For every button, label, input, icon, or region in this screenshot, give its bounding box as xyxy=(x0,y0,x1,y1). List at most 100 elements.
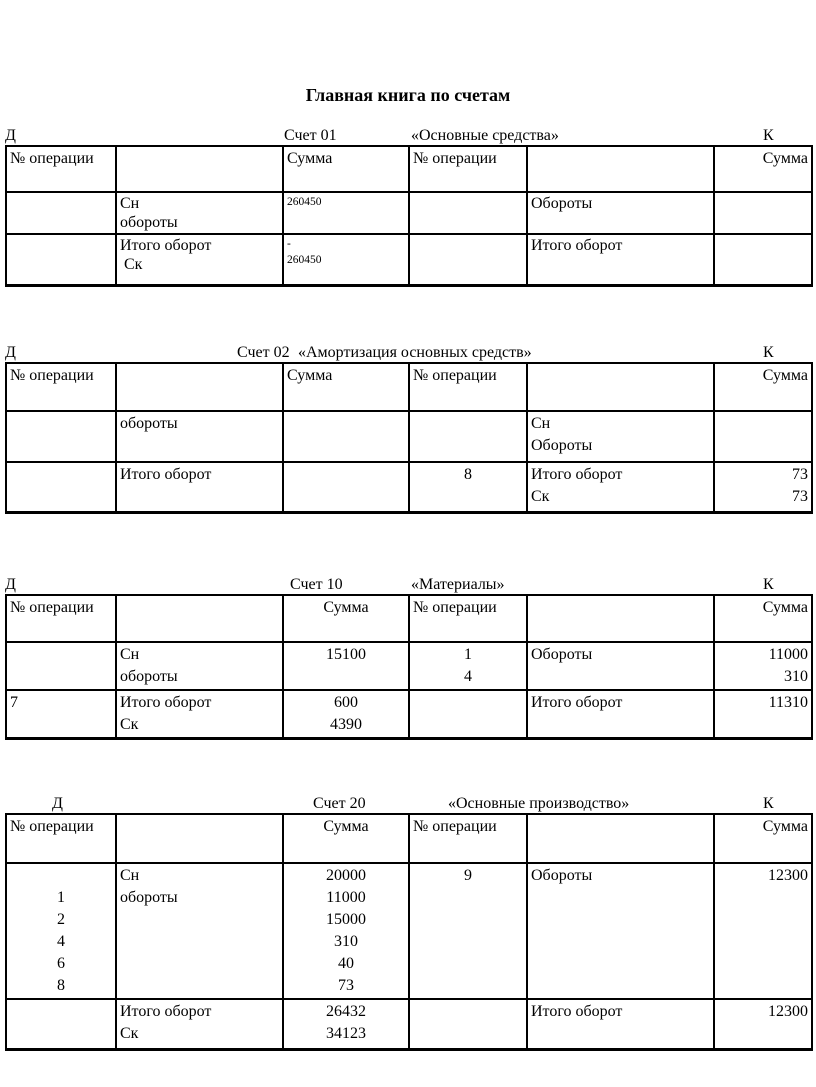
col-header: № операции xyxy=(5,594,117,643)
table-row: обороты Сн Обороты xyxy=(5,410,813,463)
table-row: Сн обороты 260450 Обороты xyxy=(5,191,813,235)
table-row: Итого оборот Ск 26432 34123 Итого оборот… xyxy=(5,998,813,1050)
debit-label: Д xyxy=(5,344,16,361)
credit-label: К xyxy=(763,795,774,812)
col-header xyxy=(526,145,715,193)
ledger-table-02: № операции Сумма № операции Сумма оборот… xyxy=(5,362,813,514)
cell: обороты xyxy=(115,410,284,463)
col-header: Сумма xyxy=(713,145,813,193)
cell: 15100 xyxy=(282,641,410,691)
cell: Итого оборот xyxy=(526,689,715,740)
cell: Сн обороты xyxy=(115,862,284,1000)
cell: 8 xyxy=(408,461,528,513)
col-header: Сумма xyxy=(282,362,410,412)
account-number: Счет 20 xyxy=(313,795,366,812)
cell: Итого оборот xyxy=(526,998,715,1050)
cell xyxy=(5,410,117,463)
col-header xyxy=(115,362,284,412)
col-header xyxy=(115,145,284,193)
cell: 1 4 xyxy=(408,641,528,691)
account-number: Счет 02 xyxy=(237,344,290,361)
cell: 26432 34123 xyxy=(282,998,410,1050)
col-header xyxy=(115,813,284,864)
col-header: № операции xyxy=(5,145,117,193)
cell: 1 2 4 6 8 xyxy=(5,862,117,1000)
table-row: Итого оборот 8 Итого оборот Ск 73 73 xyxy=(5,461,813,513)
table-header-row: № операции Сумма № операции Сумма xyxy=(5,813,813,864)
cell xyxy=(408,233,528,286)
account-caption: Д Счет 10 «Материалы» К xyxy=(5,575,811,594)
col-header xyxy=(115,594,284,643)
cell: 11000 310 xyxy=(713,641,813,691)
cell xyxy=(282,461,410,513)
debit-label: Д xyxy=(52,795,63,812)
credit-label: К xyxy=(763,127,774,144)
cell xyxy=(5,461,117,513)
cell: Сн Обороты xyxy=(526,410,715,463)
cell xyxy=(408,998,528,1050)
col-header: № операции xyxy=(408,362,528,412)
col-header: Сумма xyxy=(282,594,410,643)
cell xyxy=(713,191,813,235)
cell: 260450 xyxy=(282,191,410,235)
col-header: Сумма xyxy=(282,145,410,193)
col-header xyxy=(526,813,715,864)
cell xyxy=(408,410,528,463)
credit-label: К xyxy=(763,576,774,593)
table-header-row: № операции Сумма № операции Сумма xyxy=(5,594,813,643)
cell xyxy=(5,191,117,235)
cell: 11310 xyxy=(713,689,813,740)
account-name: «Основные средства» xyxy=(411,127,559,144)
col-header: № операции xyxy=(408,594,528,643)
cell xyxy=(5,233,117,286)
cell: 12300 xyxy=(713,862,813,1000)
account-number: Счет 01 xyxy=(284,127,337,144)
cell: - 260450 xyxy=(282,233,410,286)
col-header: Сумма xyxy=(713,594,813,643)
account-name: «Амортизация основных средств» xyxy=(298,344,532,361)
cell: Обороты xyxy=(526,641,715,691)
cell: Итого оборот xyxy=(526,233,715,286)
account-caption: Д Счет 01 «Основные средства» К xyxy=(5,126,811,145)
debit-label: Д xyxy=(5,127,16,144)
ledger-table-20: № операции Сумма № операции Сумма 1 2 4 … xyxy=(5,813,813,1051)
cell: Обороты xyxy=(526,191,715,235)
col-header: Сумма xyxy=(713,362,813,412)
cell: Обороты xyxy=(526,862,715,1000)
table-row: 1 2 4 6 8 Сн обороты 20000 11000 15000 3… xyxy=(5,862,813,1000)
cell: 9 xyxy=(408,862,528,1000)
cell: 73 73 xyxy=(713,461,813,513)
cell: Итого оборот Ск xyxy=(115,998,284,1050)
cell: Сн обороты xyxy=(115,191,284,235)
cell: Итого оборот Ск xyxy=(115,233,284,286)
ledger-table-01: № операции Сумма № операции Сумма Сн обо… xyxy=(5,145,813,287)
account-section-20: Д Счет 20 «Основные производство» К № оп… xyxy=(5,794,813,1051)
table-row: Итого оборот Ск - 260450 Итого оборот xyxy=(5,233,813,286)
col-header: № операции xyxy=(5,813,117,864)
table-header-row: № операции Сумма № операции Сумма xyxy=(5,145,813,193)
account-name: «Материалы» xyxy=(411,576,505,593)
account-name: «Основные производство» xyxy=(448,795,630,812)
account-caption: Д Счет 20 «Основные производство» К xyxy=(5,794,811,813)
cell: 7 xyxy=(5,689,117,740)
col-header xyxy=(526,594,715,643)
col-header: Сумма xyxy=(713,813,813,864)
account-section-10: Д Счет 10 «Материалы» К № операции Сумма… xyxy=(5,575,813,740)
table-row: Сн обороты 15100 1 4 Обороты 11000 310 xyxy=(5,641,813,691)
cell xyxy=(713,233,813,286)
account-section-01: Д Счет 01 «Основные средства» К № операц… xyxy=(5,126,813,287)
table-row: 7 Итого оборот Ск 600 4390 Итого оборот … xyxy=(5,689,813,740)
account-caption: Д Счет 02 «Амортизация основных средств»… xyxy=(5,343,811,362)
debit-label: Д xyxy=(5,576,16,593)
page-title: Главная книга по счетам xyxy=(305,85,511,105)
cell xyxy=(5,998,117,1050)
account-section-02: Д Счет 02 «Амортизация основных средств»… xyxy=(5,343,813,514)
cell xyxy=(408,191,528,235)
ledger-table-10: № операции Сумма № операции Сумма Сн обо… xyxy=(5,594,813,740)
table-header-row: № операции Сумма № операции Сумма xyxy=(5,362,813,412)
col-header: Сумма xyxy=(282,813,410,864)
cell xyxy=(713,410,813,463)
cell: Итого оборот Ск xyxy=(526,461,715,513)
col-header: № операции xyxy=(5,362,117,412)
credit-label: К xyxy=(763,344,774,361)
